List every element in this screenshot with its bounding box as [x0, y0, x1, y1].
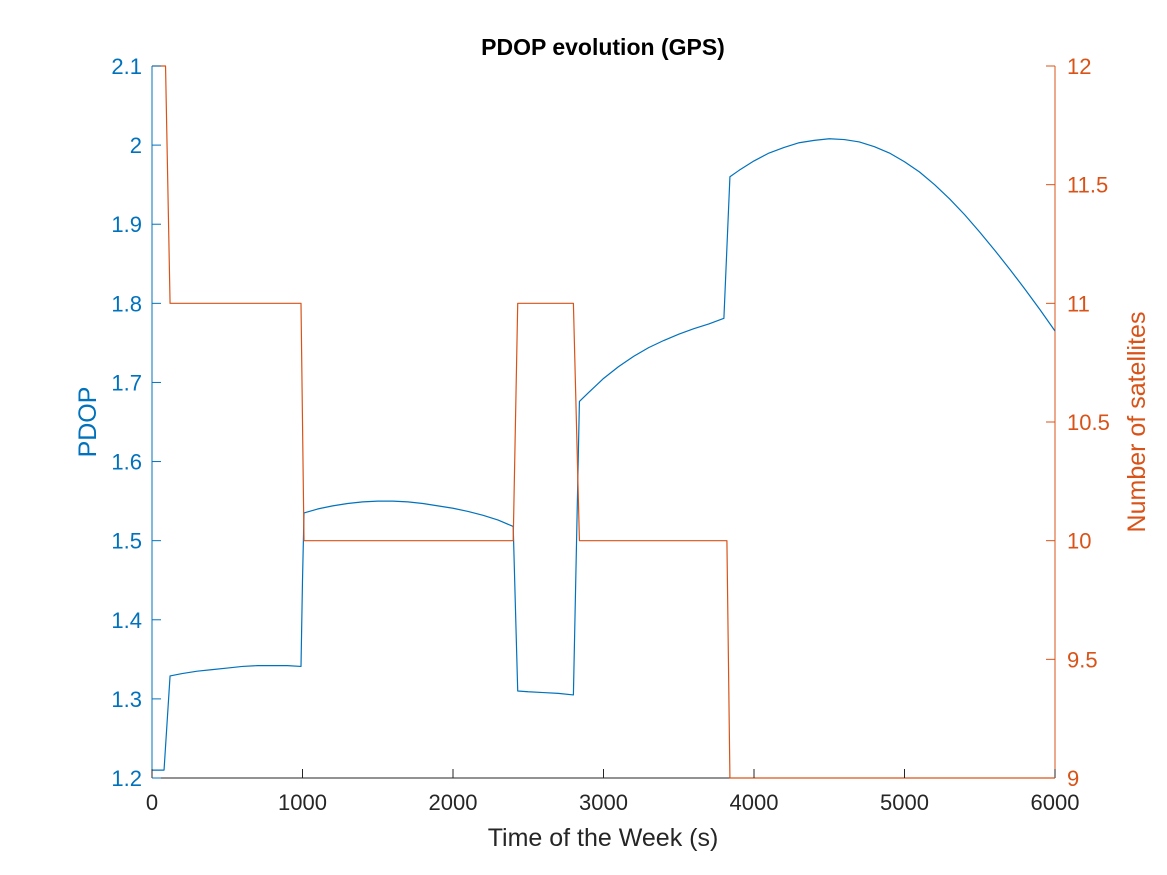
- right-y-tick-label: 10: [1067, 529, 1091, 554]
- left-y-tick-label: 1.8: [111, 291, 142, 316]
- x-tick-label: 6000: [1031, 790, 1080, 815]
- left-y-tick-label: 1.7: [111, 370, 142, 395]
- ticks-layer: 0 1000 2000 3000 4000 5000 6000 1.2 1.3 1.4 1.5 1.6…: [111, 54, 1109, 815]
- left-y-tick-label: 1.5: [111, 529, 142, 554]
- satellites-series-line: [152, 65, 1055, 779]
- right-y-axis-label: Number of satellites: [1123, 312, 1151, 533]
- left-y-tick-label: 1.4: [111, 608, 142, 633]
- left-y-tick-label: 2.1: [111, 54, 142, 79]
- right-y-tick-label: 9: [1067, 766, 1079, 791]
- left-y-tick-label: 1.6: [111, 450, 142, 475]
- series-layer: [152, 65, 1056, 779]
- right-y-tick-label: 11: [1067, 291, 1090, 316]
- x-tick-label: 5000: [880, 790, 929, 815]
- right-y-tick-label: 12: [1067, 54, 1091, 79]
- x-tick-label: 1000: [278, 790, 327, 815]
- left-y-tick-label: 1.9: [111, 212, 142, 237]
- right-y-tick-label: 11.5: [1067, 173, 1108, 198]
- left-y-tick-label: 2: [130, 133, 142, 158]
- left-y-tick-label: 1.2: [111, 766, 142, 791]
- x-tick-label: 4000: [730, 790, 779, 815]
- x-tick-label: 3000: [579, 790, 628, 815]
- left-y-axis-label: PDOP: [74, 387, 102, 458]
- right-y-tick-label: 10.5: [1067, 410, 1110, 435]
- right-y-tick-label: 9.5: [1067, 647, 1098, 672]
- left-y-tick-label: 1.3: [111, 687, 142, 712]
- x-tick-label: 2000: [429, 790, 478, 815]
- x-tick-label: 0: [146, 790, 158, 815]
- chart-title: PDOP evolution (GPS): [481, 34, 725, 60]
- pdop-series-line: [152, 138, 1056, 771]
- x-axis-label: Time of the Week (s): [488, 824, 719, 852]
